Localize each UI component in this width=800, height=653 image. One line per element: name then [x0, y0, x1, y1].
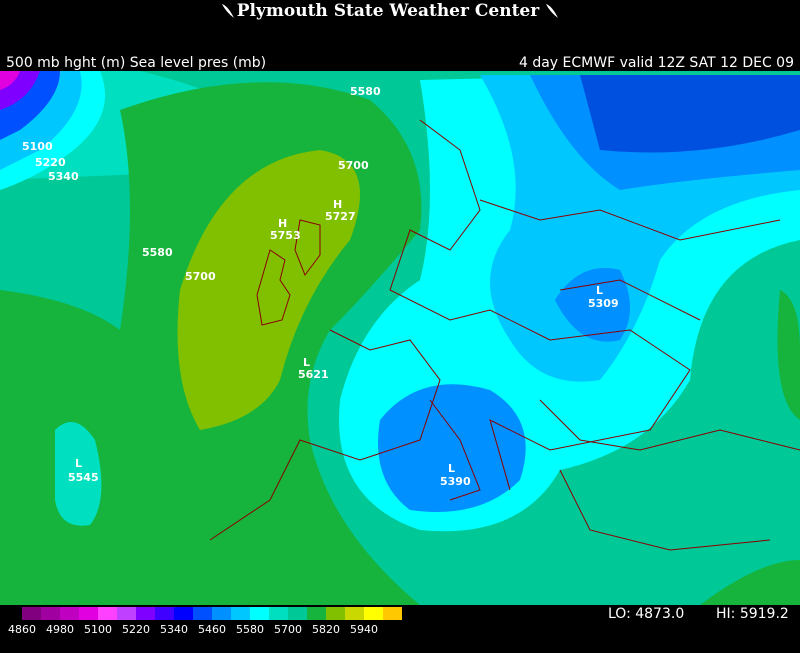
contour-label: 5580 — [142, 246, 173, 259]
colorbar-swatch — [155, 607, 174, 620]
contour-label: 5100 — [22, 140, 53, 153]
colorbar-label: 5700 — [274, 623, 302, 636]
contour-label: 5700 — [338, 159, 369, 172]
contour-label: 5390 — [440, 475, 471, 488]
contour-label: 5309 — [588, 297, 619, 310]
colorbar-label: 5340 — [160, 623, 188, 636]
colorbar-label: 5940 — [350, 623, 378, 636]
contour-label: 5621 — [298, 368, 329, 381]
low-marker: L — [75, 457, 82, 470]
map — [0, 71, 800, 605]
contour-label: 5700 — [185, 270, 216, 283]
colorbar-swatch — [98, 607, 117, 620]
colorbar-label: 5460 — [198, 623, 226, 636]
colorbar-swatch — [117, 607, 136, 620]
contour-label: 5340 — [48, 170, 79, 183]
colorbar-label: 5580 — [236, 623, 264, 636]
colorbar-swatch — [345, 607, 364, 620]
high-marker: H — [278, 217, 287, 230]
colorbar-label: 5820 — [312, 623, 340, 636]
colorbar-swatch — [193, 607, 212, 620]
contour-label: 5220 — [35, 156, 66, 169]
colorbar-swatch — [79, 607, 98, 620]
colorbar-swatch — [250, 607, 269, 620]
colorbar-label: 4980 — [46, 623, 74, 636]
colorbar-swatch — [269, 607, 288, 620]
map-labels: 5580 5100 5220 5340 5700 H 5727 H 5753 5… — [22, 85, 619, 488]
low-marker: L — [303, 356, 310, 369]
title: Plymouth State Weather Center — [237, 1, 540, 21]
title-icon — [546, 4, 558, 18]
low-marker: L — [448, 462, 455, 475]
contour-label: 5580 — [350, 85, 381, 98]
colorbar-swatch — [288, 607, 307, 620]
colorbar-swatch — [60, 607, 79, 620]
colorbar-swatch — [307, 607, 326, 620]
contour-label: 5753 — [270, 229, 301, 242]
colorbar-swatch — [364, 607, 383, 620]
colorbar-swatch — [383, 607, 402, 620]
colorbar-swatch — [212, 607, 231, 620]
subtitle-left: 500 mb hght (m) Sea level pres (mb) — [6, 55, 266, 71]
contour-label: 5727 — [325, 210, 356, 223]
low-marker: L — [596, 284, 603, 297]
contour-label: 5545 — [68, 471, 99, 484]
stat-lo: LO: 4873.0 — [608, 606, 684, 622]
high-marker: H — [333, 198, 342, 211]
colorbar-swatch — [136, 607, 155, 620]
colorbar-label: 5220 — [122, 623, 150, 636]
subtitle-right: 4 day ECMWF valid 12Z SAT 12 DEC 09 — [519, 55, 794, 71]
colorbar-swatch — [41, 607, 60, 620]
stat-hi: HI: 5919.2 — [716, 606, 789, 622]
colorbar-swatch — [22, 607, 41, 620]
colorbar: 4860 4980 5100 5220 5340 5460 5580 5700 5820 5940 — [8, 607, 402, 636]
colorbar-swatch — [231, 607, 250, 620]
title-icon — [222, 4, 234, 18]
colorbar-swatch — [326, 607, 345, 620]
colorbar-label: 4860 — [8, 623, 36, 636]
colorbar-label: 5100 — [84, 623, 112, 636]
colorbar-swatch — [174, 607, 193, 620]
